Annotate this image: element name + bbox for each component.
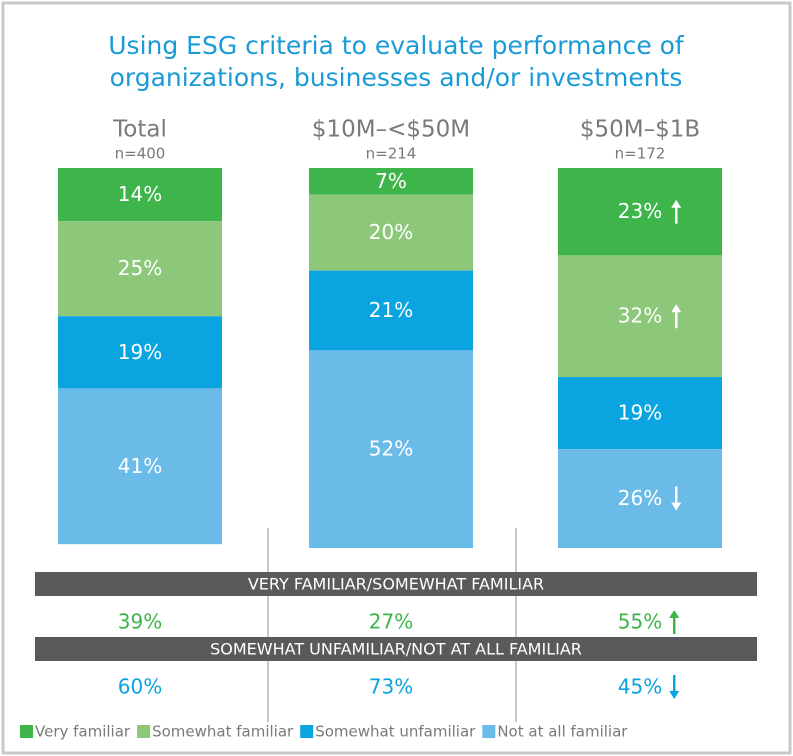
summary-value: 60% <box>118 675 162 699</box>
category-label: $50M–$1B <box>580 117 700 143</box>
legend-label: Not at all familiar <box>497 723 628 741</box>
bar-segment <box>558 168 722 256</box>
down-arrow-head <box>671 502 682 511</box>
legend-swatch <box>300 725 314 738</box>
value-label: 14% <box>118 182 162 206</box>
summary-value: 27% <box>369 610 413 634</box>
bar-segment <box>309 270 473 351</box>
legend-label: Somewhat familiar <box>152 723 294 741</box>
bar-segment <box>309 194 473 271</box>
chart-title: Using ESG criteria to evaluate performan… <box>108 31 685 60</box>
bar-segment <box>58 221 222 317</box>
value-label: 21% <box>369 298 413 322</box>
summary-label: SOMEWHAT UNFAMILIAR/NOT AT ALL FAMILIAR <box>210 640 582 659</box>
down-arrow-head <box>669 691 680 699</box>
value-label: 41% <box>118 454 162 478</box>
category-note: n=400 <box>115 145 166 163</box>
value-label: 7% <box>375 169 407 193</box>
legend-label: Somewhat unfamiliar <box>315 723 476 741</box>
summary-band <box>35 637 757 661</box>
bar-segment <box>558 255 722 377</box>
summary-band <box>35 572 757 596</box>
chart-title: organizations, businesses and/or investm… <box>110 63 683 92</box>
bar-segment <box>558 377 722 450</box>
up-arrow-head <box>671 304 682 313</box>
legend-swatch <box>20 725 33 738</box>
legend-swatch <box>482 725 496 738</box>
value-label: 23% <box>618 199 662 223</box>
summary-value: 55% <box>618 610 662 634</box>
bar-segment <box>309 168 473 195</box>
category-label: $10M–<$50M <box>312 117 470 143</box>
bar-segment <box>58 388 222 545</box>
value-label: 26% <box>618 486 662 510</box>
category-note: n=214 <box>366 145 417 163</box>
up-arrow-head <box>671 199 682 208</box>
value-label: 25% <box>118 256 162 280</box>
bar-segment <box>309 350 473 548</box>
category-note: n=172 <box>615 145 666 163</box>
bar-segment <box>58 168 222 222</box>
summary-value: 45% <box>618 675 662 699</box>
value-label: 19% <box>618 401 662 425</box>
value-label: 52% <box>369 437 413 461</box>
legend-label: Very familiar <box>35 723 131 741</box>
bar-segment <box>558 449 722 548</box>
value-label: 19% <box>118 340 162 364</box>
value-label: 32% <box>618 304 662 328</box>
summary-label: VERY FAMILIAR/SOMEWHAT FAMILIAR <box>248 575 544 594</box>
legend-swatch <box>137 725 151 738</box>
category-label: Total <box>112 117 167 143</box>
summary-value: 73% <box>369 675 413 699</box>
bar-segment <box>58 316 222 389</box>
value-label: 20% <box>369 220 413 244</box>
up-arrow-head <box>669 610 680 618</box>
summary-value: 39% <box>118 610 162 634</box>
